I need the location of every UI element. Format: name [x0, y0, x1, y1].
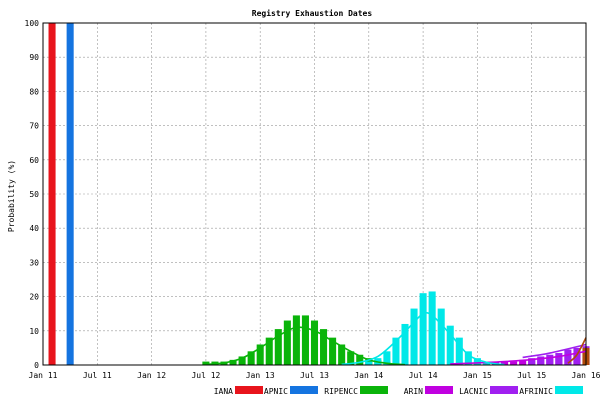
bar-arin — [519, 359, 527, 365]
y-tick-label: 90 — [29, 53, 39, 62]
x-tick-label: Jul 11 — [83, 371, 112, 380]
x-tick-label: Jul 14 — [409, 371, 438, 380]
y-tick-label: 20 — [29, 293, 39, 302]
bar-lacnic — [573, 347, 581, 365]
curve-series-6 — [567, 337, 587, 364]
bar-afrinic — [455, 337, 463, 365]
bar-lacnic — [564, 349, 572, 365]
bar-afrinic — [437, 308, 445, 365]
y-tick-label: 30 — [29, 258, 39, 267]
bar-ripencc — [202, 361, 210, 365]
curve-afrinic — [341, 312, 505, 366]
y-tick-label: 10 — [29, 327, 39, 336]
grid-lines — [43, 22, 586, 365]
bar-iana — [48, 23, 56, 365]
bar-apnic — [66, 23, 74, 365]
bar-afrinic — [383, 351, 391, 365]
x-tick-label: Jan 13 — [246, 371, 275, 380]
bar-arin — [501, 361, 509, 365]
bar-afrinic — [392, 337, 400, 365]
y-tick-label: 100 — [25, 19, 40, 28]
legend-label-arin: ARIN — [404, 387, 423, 396]
bar-afrinic — [446, 325, 454, 365]
x-tick-label: Jan 15 — [463, 371, 492, 380]
y-tick-label: 60 — [29, 156, 39, 165]
bar-ripencc — [329, 337, 337, 365]
legend-swatch-iana — [235, 386, 263, 394]
bar-ripencc — [310, 320, 319, 365]
bar-afrinic — [365, 361, 373, 365]
y-tick-label: 40 — [29, 224, 39, 233]
axes — [42, 22, 587, 366]
y-tick-label: 50 — [29, 190, 39, 199]
curve-lacnic — [522, 343, 587, 359]
bar-lacnic — [555, 353, 563, 365]
x-tick-label: Jan 16 — [572, 371, 600, 380]
legend-swatch-apnic — [290, 386, 318, 394]
bar-ripencc — [238, 356, 246, 365]
y-tick-label: 70 — [29, 122, 39, 131]
bar-afrinic — [473, 358, 481, 365]
bar-layer — [48, 23, 590, 365]
bar-afrinic — [428, 291, 436, 365]
chart-title: Registry Exhaustion Dates — [252, 8, 373, 18]
bar-ripencc — [265, 337, 273, 365]
legend-label-ripencc: RIPENCC — [324, 387, 358, 396]
legend-swatch-arin — [425, 386, 453, 394]
legend-swatch-afrinic — [555, 386, 583, 394]
bar-lacnic — [546, 354, 554, 365]
legend-swatch-lacnic — [490, 386, 518, 394]
legend-swatch-ripencc — [360, 386, 388, 394]
x-tick-label: Jan 11 — [29, 371, 58, 380]
legend-label-iana: IANA — [214, 387, 233, 396]
tick-labels: 0 10 20 30 40 50 60 70 80 90 100 Jan 11 Jul 11 Jan 12… — [25, 19, 600, 380]
bar-ripencc — [338, 344, 346, 365]
bar-ripencc — [256, 344, 264, 365]
bar-ripencc — [274, 329, 282, 365]
legend: IANA APNIC RIPENCC ARIN LACNIC AFRINIC — [214, 386, 583, 396]
x-tick-label: Jan 14 — [354, 371, 383, 380]
y-tick-label: 0 — [34, 361, 39, 370]
x-tick-label: Jan 12 — [137, 371, 166, 380]
y-tick-label: 80 — [29, 87, 39, 96]
plot-frame — [42, 22, 587, 366]
bar-ripencc — [229, 359, 237, 365]
bar-afrinic — [401, 323, 409, 365]
bar-afrinic — [410, 308, 418, 365]
legend-label-apnic: APNIC — [264, 387, 288, 396]
x-tick-label: Jul 12 — [191, 371, 220, 380]
y-axis-label: Probability (%) — [7, 160, 16, 232]
bar-ripencc — [347, 351, 355, 365]
bar-ripencc — [320, 329, 328, 365]
bar-ripencc — [292, 315, 300, 365]
legend-label-afrinic: AFRINIC — [519, 387, 553, 396]
x-tick-label: Jul 13 — [300, 371, 329, 380]
bar-afrinic — [464, 351, 472, 365]
curve-layer — [205, 312, 587, 366]
bar-ripencc — [356, 354, 364, 365]
bar-lacnic — [528, 358, 536, 365]
x-tick-label: Jul 15 — [517, 371, 546, 380]
curve-arin — [450, 350, 587, 365]
bar-lacnic — [537, 356, 545, 365]
bar-ripencc — [301, 315, 309, 365]
bar-ripencc — [283, 320, 291, 365]
bar-afrinic — [419, 293, 427, 365]
bar-arin — [510, 361, 518, 365]
bar-ripencc — [247, 351, 255, 365]
legend-label-lacnic: LACNIC — [459, 387, 488, 396]
